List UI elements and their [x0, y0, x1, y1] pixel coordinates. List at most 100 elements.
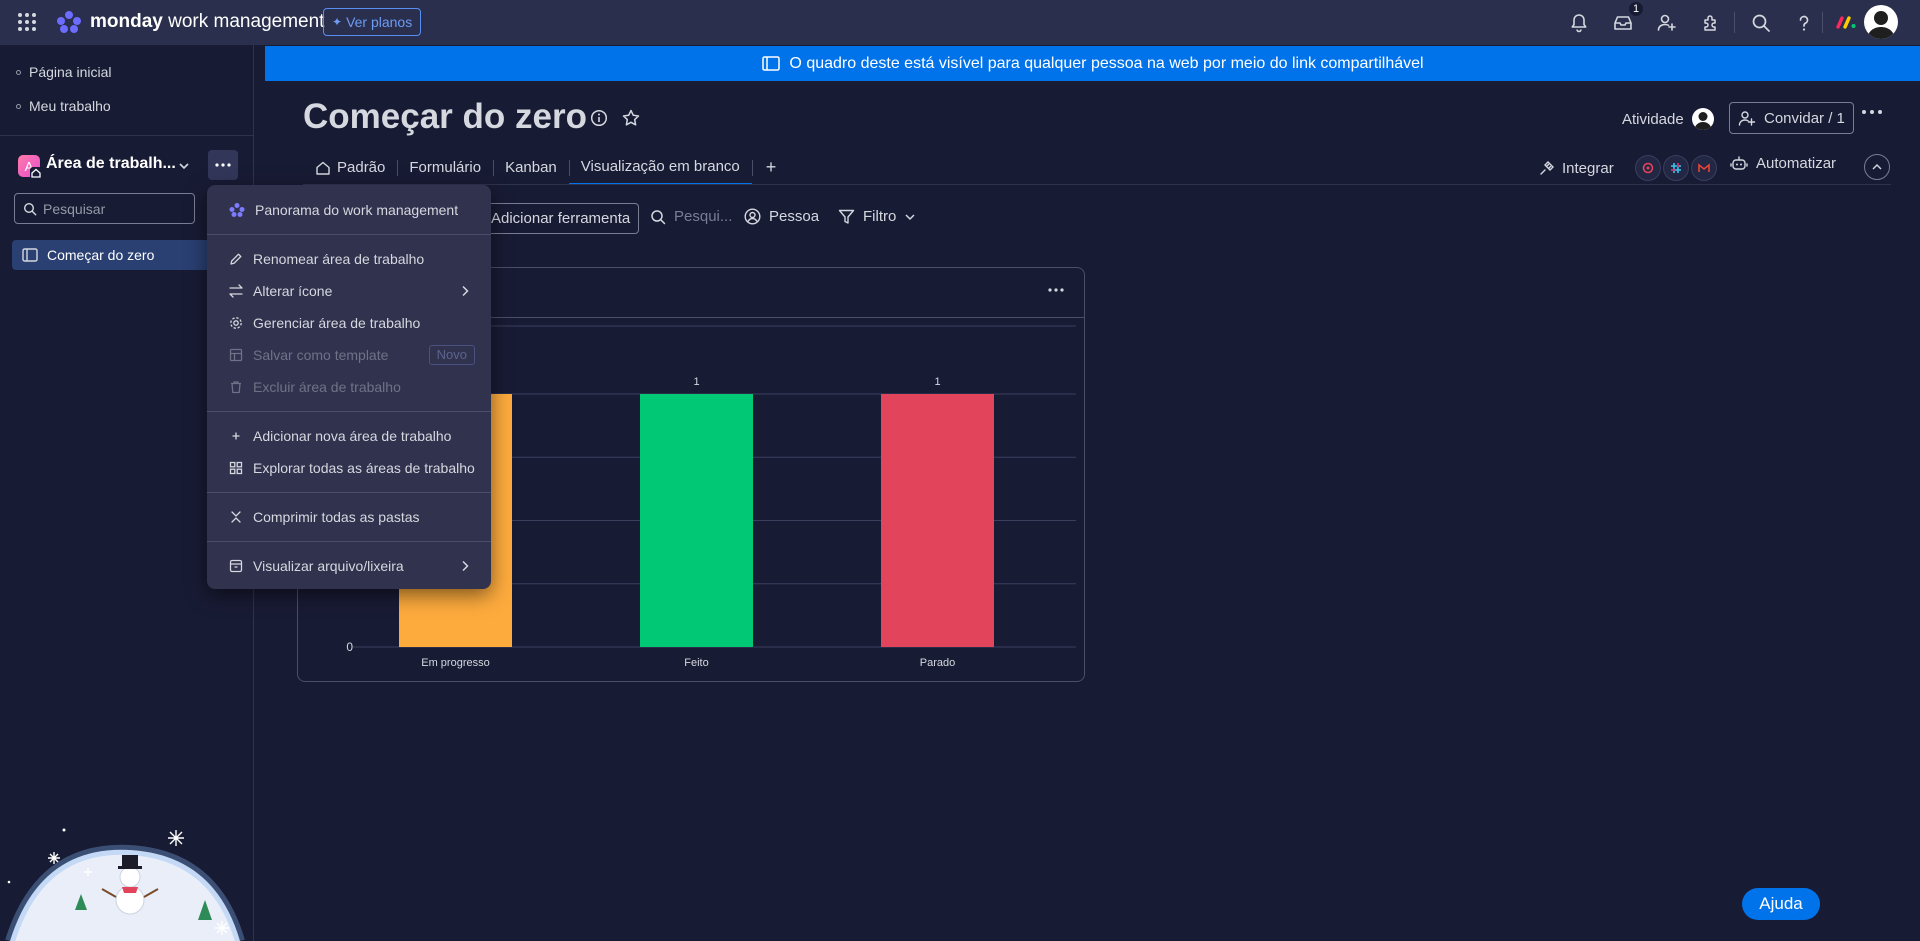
more-horizontal-icon[interactable] [1862, 110, 1882, 114]
sparkle-icon: ✦ [332, 15, 343, 29]
help-button[interactable]: Ajuda [1742, 888, 1820, 920]
avatar [1691, 108, 1714, 130]
menu-item-label: Excluir área de trabalho [253, 379, 401, 395]
topbar-divider [1822, 12, 1823, 33]
menu-divider [207, 234, 491, 235]
apps-grid-icon[interactable] [17, 12, 37, 32]
more-horizontal-icon[interactable] [1048, 288, 1064, 292]
chart-data-label: 1 [693, 376, 699, 388]
inbox-count-badge: 1 [1629, 2, 1644, 16]
sidebar-item-board[interactable]: Começar do zero [12, 240, 242, 270]
board-search[interactable]: Pesqui... [650, 208, 732, 225]
menu-item-label: Renomear área de trabalho [253, 251, 425, 267]
collapse-icon [231, 511, 241, 523]
menu-item-delete-workspace[interactable]: Excluir área de trabalho [215, 371, 483, 403]
automate-button[interactable]: Automatizar [1730, 155, 1836, 172]
menu-item-rename-workspace[interactable]: Renomear área de trabalho [215, 243, 483, 275]
monday-logo[interactable]: monday work management [56, 10, 324, 34]
chart-x-tick-label: Em progresso [421, 657, 489, 669]
chevron-down-icon[interactable] [904, 213, 916, 221]
menu-item-save-template[interactable]: Salvar como template Novo [215, 339, 483, 371]
sidebar-item-label: Meu trabalho [29, 98, 111, 114]
menu-item-label: Gerenciar área de trabalho [253, 315, 421, 331]
sidebar-item-label: Página inicial [29, 64, 112, 80]
tab-label: Visualização em branco [580, 158, 740, 175]
workspace-name[interactable]: Área de trabalh... [46, 155, 176, 172]
add-tool-button[interactable]: Adicionar ferramenta [475, 203, 640, 234]
add-tool-label: Adicionar ferramenta [491, 210, 631, 227]
workspace-options-menu: Panorama do work management Renomear áre… [207, 185, 491, 589]
tab-blank-view[interactable]: Visualização em branco [568, 150, 752, 185]
tab-padrao[interactable]: Padrão [303, 150, 397, 185]
add-view-label: + [765, 157, 777, 177]
share-link-banner: O quadro deste está visível para qualque… [265, 46, 1920, 81]
chart-y-tick-label: 0 [346, 640, 353, 654]
menu-item-label: Adicionar nova área de trabalho [253, 428, 452, 444]
tab-formulario[interactable]: Formulário [397, 150, 493, 185]
integrate-label: Integrar [1562, 159, 1614, 177]
inbox-icon[interactable] [1612, 12, 1634, 34]
top-bar: monday work management ✦ Ver planos 1 [0, 0, 1920, 45]
sidebar-search-input[interactable] [43, 200, 183, 217]
tab-label: Kanban [505, 159, 557, 176]
chart-bar [881, 394, 994, 647]
menu-item-collapse-folders[interactable]: Comprimir todas as pastas [215, 501, 483, 533]
share-visible-icon [762, 55, 781, 71]
person-filter-label: Pessoa [769, 208, 820, 225]
monday-flower-icon [229, 203, 245, 217]
avatar[interactable] [1864, 5, 1898, 39]
chevron-down-icon[interactable] [178, 161, 190, 171]
chart-x-tick-label: Parado [920, 657, 955, 669]
menu-item-view-archive-trash[interactable]: Visualizar arquivo/lixeira [215, 550, 483, 582]
workspace-options-button[interactable] [208, 150, 238, 180]
sidebar-search[interactable] [14, 193, 195, 224]
menu-item-label: Panorama do work management [255, 202, 459, 218]
widget-header-divider [298, 317, 1084, 318]
menu-item-label: Salvar como template [253, 347, 389, 363]
filter-icon [838, 209, 855, 224]
menu-divider [207, 541, 491, 542]
info-icon[interactable] [590, 109, 608, 127]
see-plans-label: Ver planos [346, 14, 413, 30]
activity-label: Atividade [1622, 110, 1684, 128]
invite-user-icon [1738, 111, 1756, 126]
menu-item-explore-workspaces[interactable]: Explorar todas as áreas de trabalho [215, 452, 483, 484]
help-button-label: Ajuda [1759, 894, 1803, 913]
invite-button[interactable]: Convidar / 1 [1729, 102, 1854, 134]
menu-divider [207, 492, 491, 493]
integrations-icon[interactable] [1700, 12, 1722, 34]
menu-item-change-icon[interactable]: Alterar ícone [215, 275, 483, 307]
invite-label: Convidar / 1 [1764, 109, 1845, 127]
menu-item-work-management-overview[interactable]: Panorama do work management [215, 194, 483, 226]
collapse-header-button[interactable] [1864, 154, 1890, 180]
swap-icon [229, 284, 243, 298]
monday-logo-icon[interactable] [1835, 13, 1857, 31]
monday-flower-icon [57, 11, 81, 33]
help-icon[interactable] [1793, 12, 1815, 34]
menu-item-label: Explorar todas as áreas de trabalho [253, 460, 475, 476]
automate-label: Automatizar [1756, 155, 1837, 172]
activity-button[interactable]: Atividade [1622, 108, 1714, 130]
integrate-button[interactable]: Integrar [1539, 155, 1717, 181]
sidebar-item-my-work[interactable]: Meu trabalho [16, 98, 111, 114]
gear-icon [230, 317, 242, 329]
board-title[interactable]: Começar do zero [303, 97, 587, 136]
bell-icon[interactable] [1568, 12, 1590, 34]
sidebar-item-home[interactable]: Página inicial [16, 64, 112, 80]
menu-item-manage-workspace[interactable]: Gerenciar área de trabalho [215, 307, 483, 339]
menu-item-label: Alterar ícone [253, 283, 333, 299]
invite-user-icon[interactable] [1656, 12, 1678, 34]
tab-kanban[interactable]: Kanban [493, 150, 569, 185]
menu-item-add-workspace[interactable]: Adicionar nova área de trabalho [215, 420, 483, 452]
bar-chart: 0 Em progresso 1 Feito 1 Parado [346, 325, 1076, 669]
star-icon[interactable] [621, 108, 641, 128]
filter-button[interactable]: Filtro [838, 208, 916, 225]
person-filter-button[interactable]: Pessoa [744, 208, 819, 225]
plus-icon [232, 432, 240, 440]
search-icon[interactable] [1750, 12, 1772, 34]
see-plans-button[interactable]: ✦ Ver planos [323, 8, 422, 36]
chevron-up-icon [1872, 164, 1882, 170]
tab-label: Padrão [337, 159, 386, 176]
add-view-button[interactable]: + [751, 150, 791, 185]
filter-label: Filtro [863, 208, 897, 225]
